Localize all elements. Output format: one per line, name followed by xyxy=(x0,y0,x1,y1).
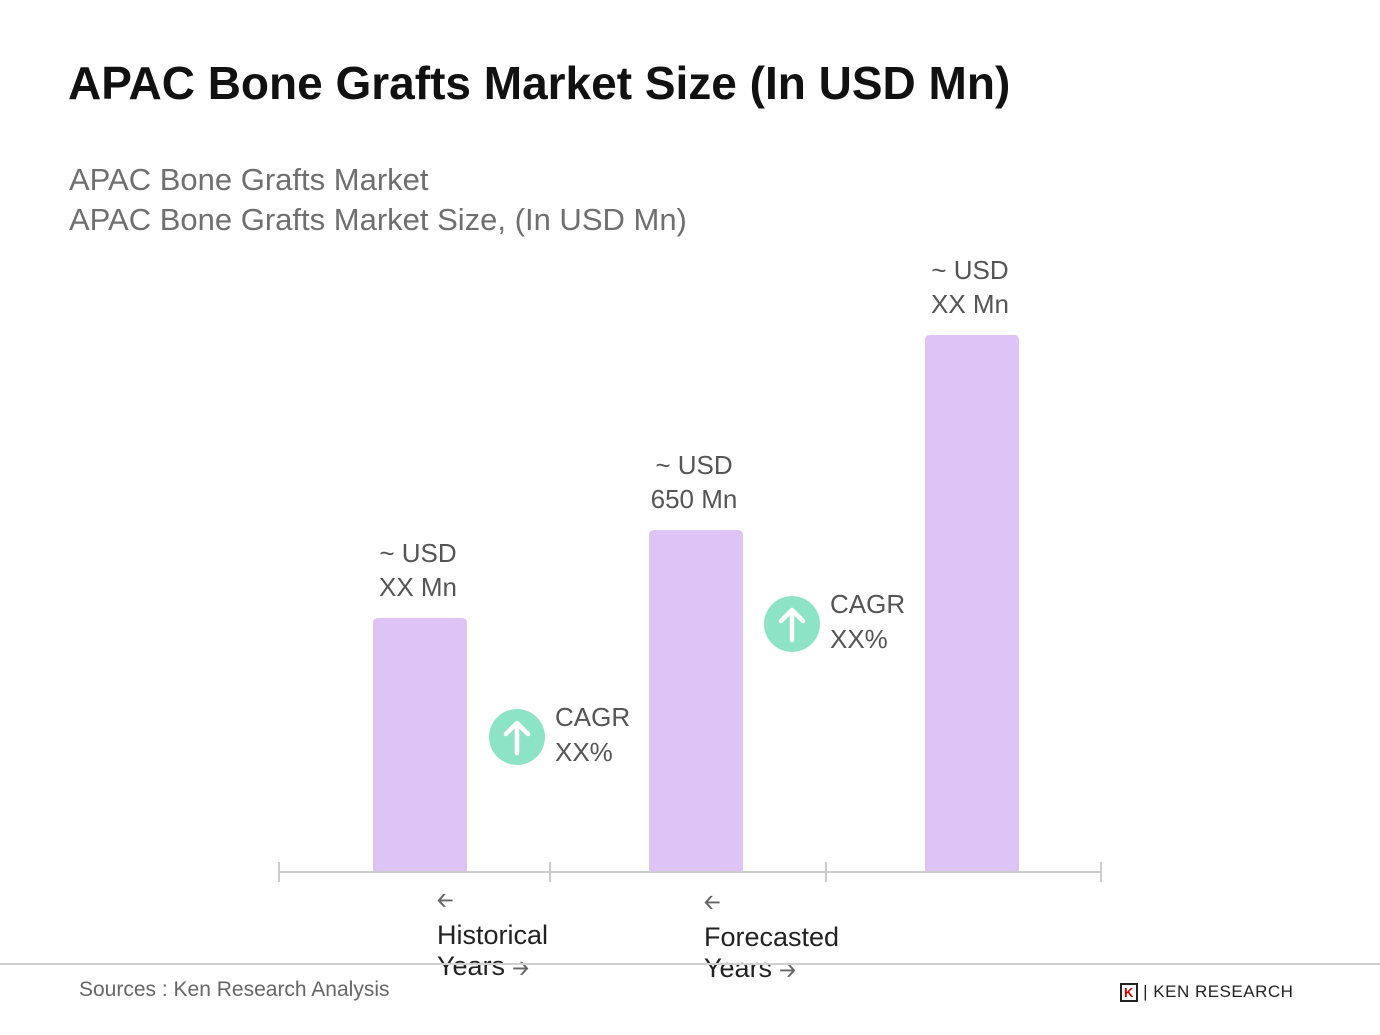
forecasted-years-label: 🡠 Forecasted Years 🡢 xyxy=(704,892,840,983)
cagr-text: XX% xyxy=(830,624,888,654)
chart-subtitle: APAC Bone Grafts Market xyxy=(69,162,429,197)
cagr-annotation: CAGR XX% xyxy=(830,587,905,657)
logo-icon: K xyxy=(1120,983,1138,1002)
data-label: ~ USD XX Mn xyxy=(870,253,1070,321)
bar xyxy=(649,530,743,872)
bar xyxy=(373,617,467,872)
arrow-up-icon xyxy=(503,720,531,756)
historical-years-label: 🡠 Historical Years 🡢 xyxy=(437,890,549,981)
data-label-line: XX Mn xyxy=(378,571,458,602)
cagr-annotation: CAGR XX% xyxy=(555,700,630,770)
data-label-line: XX Mn xyxy=(930,289,1010,319)
bar xyxy=(925,335,1019,872)
ken-research-logo: K | KEN RESEARCH xyxy=(1120,982,1293,1002)
cagr-text: CAGR xyxy=(555,702,631,732)
page-title: APAC Bone Grafts Market Size (In USD Mn) xyxy=(68,57,1011,109)
data-label-line: ~ USD xyxy=(655,450,733,481)
cagr-text: XX% xyxy=(555,737,613,767)
data-label-line: ~ USD xyxy=(931,255,1009,285)
data-label: ~ USD XX Mn xyxy=(318,536,518,604)
data-label-line: ~ USD xyxy=(379,537,457,568)
data-label-line: 650 Mn xyxy=(650,484,738,515)
data-label: ~ USD 650 Mn xyxy=(594,448,794,516)
cagr-text: CAGR xyxy=(830,589,906,619)
source-note: Sources : Ken Research Analysis xyxy=(79,978,390,1001)
footer-divider xyxy=(0,963,1380,965)
arrow-up-icon xyxy=(778,607,806,643)
chart-subtitle-2: APAC Bone Grafts Market Size, (In USD Mn… xyxy=(69,202,687,237)
